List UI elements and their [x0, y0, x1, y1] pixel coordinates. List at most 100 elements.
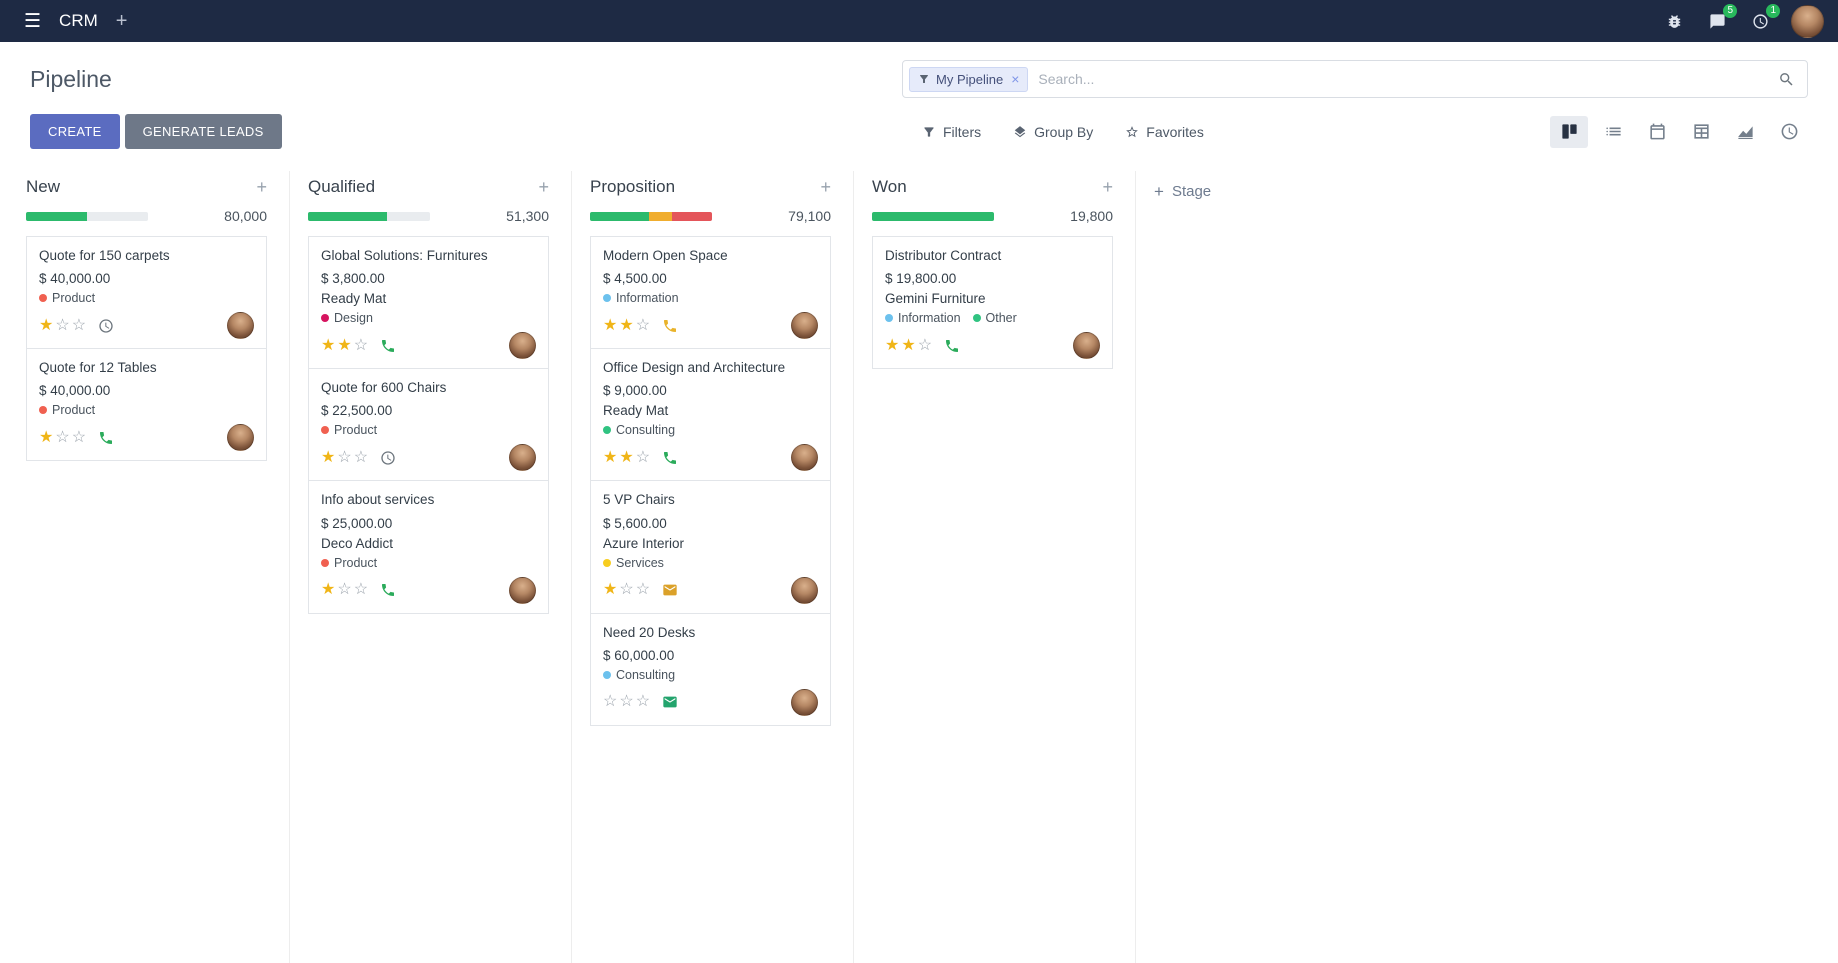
phone-icon[interactable]	[662, 318, 678, 334]
user-avatar[interactable]	[1791, 4, 1824, 38]
graph-view-icon[interactable]	[1726, 116, 1764, 148]
phone-icon[interactable]	[662, 450, 678, 466]
priority-star-icon[interactable]: ★	[885, 336, 900, 354]
priority-star-icon[interactable]: ☆	[55, 316, 70, 334]
add-stage-button[interactable]: + Stage	[1136, 171, 1211, 203]
priority-star-icon[interactable]: ★	[39, 428, 54, 446]
phone-icon[interactable]	[380, 338, 396, 354]
card-avatar[interactable]	[791, 444, 818, 472]
kanban-card[interactable]: Distributor Contract $ 19,800.00 Gemini …	[872, 236, 1113, 370]
phone-icon[interactable]	[380, 582, 396, 598]
priority-star-icon[interactable]: ☆	[55, 428, 70, 446]
column-quick-add-icon[interactable]: +	[820, 177, 831, 197]
column-progressbar[interactable]	[308, 211, 430, 221]
priority-star-icon[interactable]: ☆	[635, 581, 651, 599]
column-title[interactable]: Proposition	[590, 177, 676, 196]
card-avatar[interactable]	[227, 424, 254, 452]
priority-star-icon[interactable]: ☆	[635, 693, 651, 711]
calendar-view-icon[interactable]	[1638, 116, 1676, 148]
card-avatar[interactable]	[509, 332, 536, 360]
priority-star-icon[interactable]: ★	[39, 316, 54, 334]
card-avatar[interactable]	[509, 576, 536, 604]
messages-icon[interactable]: 5	[1701, 3, 1737, 36]
clock-icon[interactable]	[380, 450, 396, 466]
priority-star-icon[interactable]: ★	[603, 316, 618, 334]
column-progressbar[interactable]	[26, 211, 148, 221]
priority-star-icon[interactable]: ★	[619, 316, 634, 334]
search-facet[interactable]: My Pipeline ×	[909, 66, 1029, 92]
favorites-menu[interactable]: Favorites	[1125, 124, 1204, 140]
column-quick-add-icon[interactable]: +	[1102, 177, 1113, 197]
column-progressbar[interactable]	[872, 211, 994, 221]
search-bar[interactable]: My Pipeline ×	[902, 60, 1808, 98]
column-title[interactable]: Qualified	[308, 177, 376, 196]
priority-star-icon[interactable]: ☆	[71, 428, 87, 446]
remove-facet-icon[interactable]: ×	[1011, 71, 1020, 87]
plus-icon[interactable]: +	[115, 9, 128, 32]
kanban-view-icon[interactable]	[1550, 115, 1588, 148]
kanban-card[interactable]: Info about services $ 25,000.00 Deco Add…	[308, 480, 549, 614]
priority-star-icon[interactable]: ☆	[619, 581, 634, 599]
debug-icon[interactable]	[1658, 7, 1691, 36]
column-quick-add-icon[interactable]: +	[538, 177, 549, 197]
card-title: Need 20 Desks	[603, 624, 696, 640]
priority-star-icon[interactable]: ★	[337, 336, 352, 354]
card-avatar[interactable]	[509, 444, 536, 472]
search-icon[interactable]	[1778, 71, 1795, 88]
clock-icon[interactable]	[98, 318, 114, 334]
column-title[interactable]: New	[26, 177, 61, 196]
priority-star-icon[interactable]: ★	[619, 448, 634, 466]
priority-star-icon[interactable]: ★	[321, 448, 336, 466]
priority-star-icon[interactable]: ☆	[337, 581, 352, 599]
group-by-menu[interactable]: Group By	[1013, 124, 1093, 140]
activity-view-icon[interactable]	[1770, 116, 1808, 148]
priority-star-icon[interactable]: ☆	[603, 693, 618, 711]
column-progressbar[interactable]	[590, 211, 712, 221]
tag-color-dot	[972, 314, 981, 323]
priority-star-icon[interactable]: ★	[321, 581, 336, 599]
kanban-card[interactable]: Global Solutions: Furnitures $ 3,800.00 …	[308, 236, 549, 370]
priority-star-icon[interactable]: ☆	[635, 448, 651, 466]
priority-star-icon[interactable]: ★	[901, 336, 916, 354]
priority-star-icon[interactable]: ☆	[353, 336, 369, 354]
list-view-icon[interactable]	[1594, 116, 1632, 148]
priority-star-icon[interactable]: ★	[321, 336, 336, 354]
generate-leads-button[interactable]: GENERATE LEADS	[124, 114, 282, 149]
priority-star-icon[interactable]: ★	[603, 581, 618, 599]
card-avatar[interactable]	[791, 688, 818, 716]
activities-icon[interactable]: 1	[1744, 3, 1780, 36]
kanban-card[interactable]: Quote for 12 Tables $ 40,000.00 Product …	[26, 348, 267, 462]
card-avatar[interactable]	[791, 312, 818, 340]
card-avatar[interactable]	[227, 312, 254, 340]
app-name[interactable]: CRM	[59, 11, 98, 30]
kanban-card[interactable]: Quote for 150 carpets $ 40,000.00 Produc…	[26, 236, 267, 350]
priority-star-icon[interactable]: ☆	[353, 448, 369, 466]
filters-menu[interactable]: Filters	[922, 124, 981, 140]
priority-star-icon[interactable]: ☆	[353, 581, 369, 599]
mail-icon[interactable]	[662, 582, 678, 598]
card-avatar[interactable]	[791, 576, 818, 604]
card-priority-stars: ★ ☆ ☆	[603, 582, 650, 598]
kanban-card[interactable]: Office Design and Architecture $ 9,000.0…	[590, 348, 831, 482]
column-quick-add-icon[interactable]: +	[256, 177, 267, 197]
kanban-card[interactable]: Need 20 Desks $ 60,000.00 Consulting ☆ ☆ ☆	[590, 612, 831, 726]
kanban-card[interactable]: Quote for 600 Chairs $ 22,500.00 Product…	[308, 368, 549, 482]
menu-icon[interactable]: ☰	[24, 10, 42, 32]
priority-star-icon[interactable]: ☆	[917, 336, 933, 354]
phone-icon[interactable]	[944, 338, 960, 354]
priority-star-icon[interactable]: ☆	[619, 693, 634, 711]
kanban-column: New + 80,000 Quote for 150 carpets $ 40,…	[8, 171, 290, 963]
priority-star-icon[interactable]: ☆	[337, 448, 352, 466]
create-button[interactable]: CREATE	[30, 114, 120, 149]
kanban-card[interactable]: 5 VP Chairs $ 5,600.00 Azure Interior Se…	[590, 480, 831, 614]
column-title[interactable]: Won	[872, 177, 907, 196]
priority-star-icon[interactable]: ☆	[635, 316, 651, 334]
priority-star-icon[interactable]: ☆	[71, 316, 87, 334]
mail-icon[interactable]	[662, 694, 678, 710]
pivot-view-icon[interactable]	[1682, 116, 1720, 148]
priority-star-icon[interactable]: ★	[603, 448, 618, 466]
search-input[interactable]	[1036, 70, 1770, 88]
card-avatar[interactable]	[1073, 332, 1100, 360]
phone-icon[interactable]	[98, 430, 114, 446]
kanban-card[interactable]: Modern Open Space $ 4,500.00 Information…	[590, 236, 831, 350]
